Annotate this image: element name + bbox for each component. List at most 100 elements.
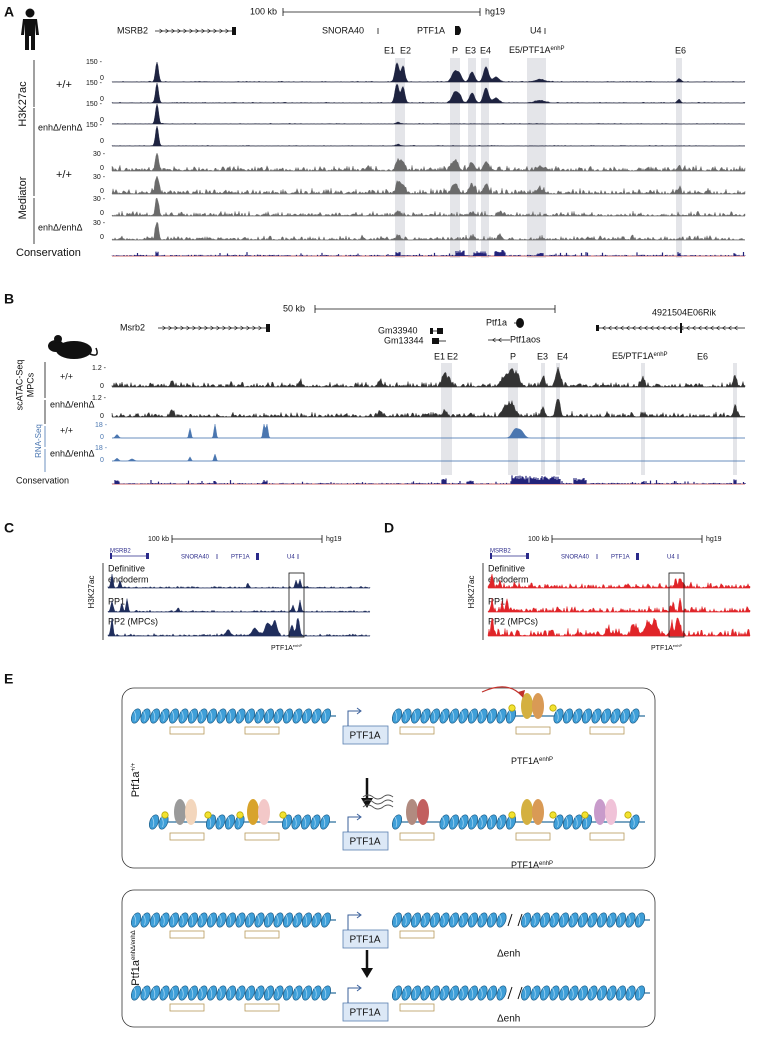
nucleosome-stripe xyxy=(133,710,137,722)
axis-label: 0 xyxy=(100,75,104,82)
nucleosome-stripe xyxy=(238,914,241,926)
exon xyxy=(256,553,259,560)
nucleosome-stripe xyxy=(143,710,146,722)
nucleosome-stripe xyxy=(461,710,464,722)
mouse-icon xyxy=(89,347,98,356)
nucleosome-stripe xyxy=(209,710,213,722)
nucleosome-stripe xyxy=(499,816,502,828)
track-signal xyxy=(107,573,371,589)
nucleosome-stripe xyxy=(480,914,483,926)
element-label: E5/PTF1AenhP xyxy=(612,351,668,361)
nucleosome-stripe xyxy=(314,987,317,999)
panel-label: A xyxy=(4,4,14,20)
genotype: enhΔ/enhΔ xyxy=(38,222,83,232)
nucleosome-stripe xyxy=(181,710,184,722)
exon xyxy=(455,26,459,35)
genotype: enhΔ/enhΔ xyxy=(50,448,95,458)
nucleosome-stripe xyxy=(228,710,232,722)
tss-arrow xyxy=(347,707,362,726)
arrow xyxy=(361,968,373,978)
track-signal xyxy=(111,152,746,172)
nucleosome-stripe xyxy=(442,987,445,999)
nucleosome-stripe xyxy=(542,987,546,999)
nucleosome-stripe xyxy=(276,987,279,999)
exon xyxy=(636,553,639,560)
label: 4921504E06Rik xyxy=(652,307,717,317)
nucleosome-stripe xyxy=(489,914,493,926)
label: MSRB2 xyxy=(490,549,511,555)
nucleosome-stripe xyxy=(584,710,588,722)
deletion-label: Δenh xyxy=(497,1014,520,1025)
gene-arrow xyxy=(637,325,642,331)
binding-site xyxy=(169,726,205,735)
label: 50 kb xyxy=(283,303,305,313)
exon xyxy=(437,328,443,334)
cofactor xyxy=(161,811,169,819)
binding-site xyxy=(515,726,551,735)
nucleosome-stripe xyxy=(451,987,455,999)
track-group: H3K27ac xyxy=(87,576,96,609)
exon xyxy=(110,553,112,559)
element-band xyxy=(733,363,737,475)
binding-site xyxy=(515,832,551,841)
axis-label: 1.2 - xyxy=(92,395,107,402)
nucleosome-stripe xyxy=(480,710,483,722)
gene-arrow xyxy=(174,325,179,331)
nucleosome-stripe xyxy=(580,987,584,999)
nucleosome-stripe xyxy=(580,914,584,926)
axis-label: 0 xyxy=(100,413,104,420)
axis-label: 30 - xyxy=(93,174,106,181)
nucleosome-stripe xyxy=(257,987,260,999)
axis-label: 18 - xyxy=(95,422,108,429)
nucleosome-stripe xyxy=(590,914,593,926)
exon xyxy=(430,328,433,334)
break xyxy=(507,913,513,927)
nucleosome-stripe xyxy=(218,816,221,828)
gene-arrow xyxy=(207,28,212,34)
nucleosome-stripe xyxy=(571,987,574,999)
nucleosome-stripe xyxy=(181,914,184,926)
nucleosome-stripe xyxy=(295,987,298,999)
nucleosome-stripe xyxy=(461,987,464,999)
label-main: Ptf1a xyxy=(130,959,142,986)
nucleosome-stripe xyxy=(404,914,407,926)
nucleosome-stripe xyxy=(323,710,327,722)
label: PP1 xyxy=(488,596,505,606)
binding-site xyxy=(244,1003,280,1012)
nucleosome-stripe xyxy=(314,710,317,722)
nucleosome-stripe xyxy=(276,914,279,926)
nucleosome-stripe xyxy=(257,710,260,722)
mouse-icon xyxy=(48,340,64,352)
binding-site xyxy=(589,832,625,841)
cofactor xyxy=(204,811,212,819)
track-signal xyxy=(111,221,746,241)
nucleosome-stripe xyxy=(209,987,213,999)
nucleosome-stripe xyxy=(190,914,194,926)
label: Definitive xyxy=(488,563,525,573)
nucleosome-stripe xyxy=(404,987,407,999)
element-label: P xyxy=(510,351,516,361)
nucleosome-stripe xyxy=(285,710,289,722)
enhancer-label: PTF1AenhP xyxy=(511,756,553,766)
label-sup: enhP xyxy=(539,757,553,763)
label-main: PTF1A xyxy=(511,756,539,766)
tf xyxy=(174,799,186,825)
arrow xyxy=(361,798,373,808)
element-band xyxy=(468,58,476,258)
nucleosome-stripe xyxy=(489,816,493,828)
nucleosome-stripe xyxy=(590,987,593,999)
gene-box xyxy=(342,725,389,745)
nucleosome-stripe xyxy=(594,710,597,722)
binding-site xyxy=(169,832,205,841)
gene-arrow xyxy=(177,28,182,34)
axis-label: 30 - xyxy=(93,220,106,227)
break xyxy=(517,986,523,1000)
genotype: +/+ xyxy=(60,371,73,381)
axis-label: 0 xyxy=(100,96,104,103)
gene-arrow xyxy=(183,28,188,34)
exon xyxy=(490,553,492,559)
tf xyxy=(532,799,544,825)
element-band xyxy=(400,58,405,258)
label: Ptf1a xyxy=(486,317,507,327)
nucleosome-stripe xyxy=(599,987,603,999)
